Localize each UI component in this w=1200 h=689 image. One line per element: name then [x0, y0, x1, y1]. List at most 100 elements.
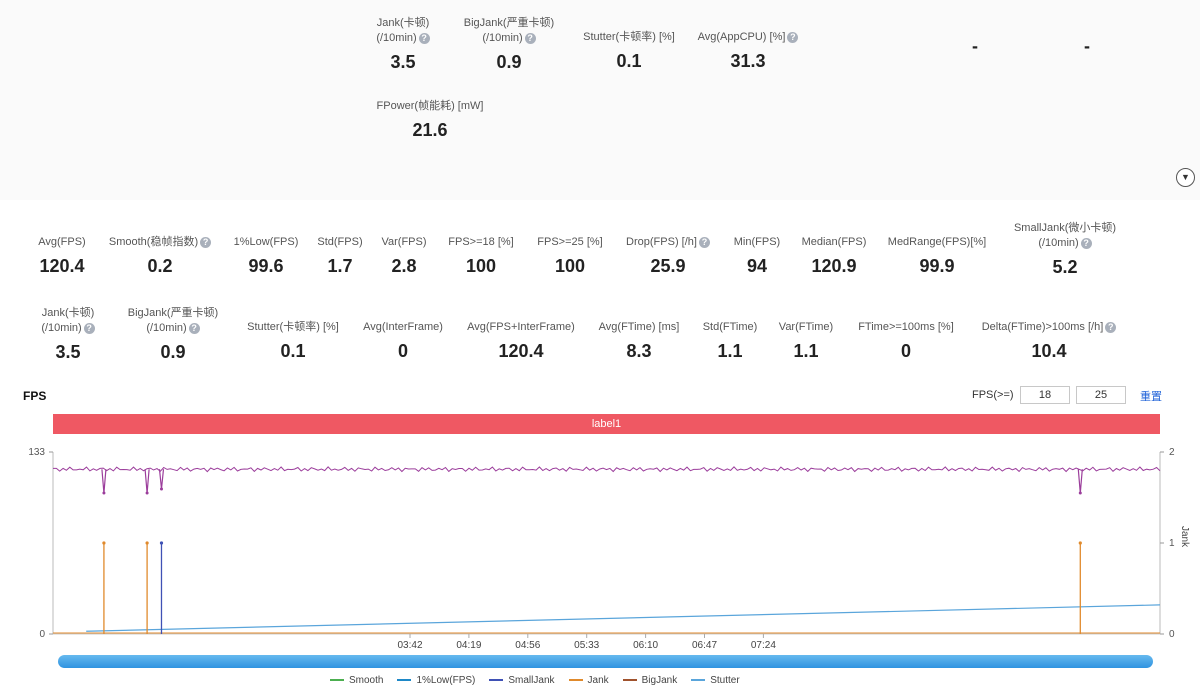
metric-row2_metrics-3: Avg(InterFrame) 0	[328, 320, 478, 362]
metric-row2_metrics-1: BigJank(严重卡顿) (/10min)? 0.9	[98, 306, 248, 363]
metric-value: 5.2	[1052, 257, 1078, 277]
metric-top_metrics-0: Jank(卡顿) (/10min)? 3.5	[328, 16, 478, 73]
metric-row1_metrics-7: Drop(FPS) [/h]? 25.9	[593, 235, 743, 277]
metric-label: SmallJank(微小卡顿)	[1013, 222, 1117, 234]
fps-dip	[101, 469, 107, 494]
help-icon[interactable]: ?	[1080, 237, 1092, 249]
fps-line	[53, 466, 1161, 473]
metric-label: BigJank(严重卡顿)	[127, 307, 219, 319]
help-icon[interactable]: ?	[1105, 321, 1117, 333]
legend-item[interactable]: Stutter	[691, 675, 740, 686]
metric-value: 120.4	[498, 341, 544, 361]
metric-label: Jank(卡顿)	[41, 307, 95, 319]
metric-value: 0.2	[147, 256, 173, 276]
y-left-tick-label: 133	[28, 447, 45, 458]
fps-dip-point	[145, 491, 149, 495]
help-icon[interactable]: ?	[698, 236, 710, 248]
help-icon[interactable]: ?	[787, 31, 799, 43]
reset-button[interactable]: 重置	[1140, 391, 1162, 403]
metric-row2_metrics-7: Var(FTime) 1.1	[731, 320, 881, 362]
legend-item[interactable]: Jank	[568, 675, 609, 686]
metric-value: 99.9	[919, 256, 955, 276]
legend-item[interactable]: Smooth	[330, 675, 383, 686]
metric-row1_metrics-4: Var(FPS) 2.8	[329, 235, 479, 277]
metric-label: Var(FPS)	[381, 236, 427, 248]
help-icon[interactable]: ?	[418, 32, 430, 44]
metric-label: Median(FPS)	[801, 236, 867, 248]
help-icon[interactable]: ?	[83, 322, 95, 334]
y-right-tick-label: 0	[1169, 629, 1175, 640]
legend-swatch	[691, 679, 706, 682]
metric-label: (/10min)?	[328, 31, 478, 46]
metric-value: 100	[554, 256, 586, 276]
x-tick-label: 04:19	[456, 640, 481, 651]
jank-point	[102, 541, 106, 545]
legend-item[interactable]: BigJank	[622, 675, 677, 686]
fps-threshold-input-2[interactable]	[1076, 386, 1126, 404]
metric-label: (/10min)?	[990, 236, 1140, 251]
smalljank-point	[159, 541, 164, 545]
metric-label: Avg(FTime) [ms]	[598, 321, 680, 333]
metric-row2_metrics-8: FTime>=100ms [%] 0	[831, 320, 981, 362]
x-tick-label: 04:56	[515, 640, 540, 651]
help-icon[interactable]: ?	[524, 32, 536, 44]
metric-label: MedRange(FPS)[%]	[887, 236, 987, 248]
metric-top_metrics-5: -	[1012, 30, 1162, 57]
fps-dip-point	[159, 487, 163, 491]
legend-swatch	[330, 679, 344, 682]
y-right-tick-label: 2	[1169, 447, 1175, 458]
fps-dip	[1077, 469, 1083, 494]
legend-swatch	[622, 679, 637, 682]
metric-value: 31.3	[730, 51, 766, 71]
metric-value: 0	[397, 341, 408, 361]
metric-value: 120.4	[39, 256, 85, 276]
metric-top_metrics-3: Avg(AppCPU) [%]? 31.3	[673, 30, 823, 72]
metric-label: Stutter(卡顿率) [%]	[583, 31, 675, 43]
metric-value: 1.1	[717, 341, 743, 361]
metric-label: Stutter(卡顿率) [%]	[247, 321, 339, 333]
metric-row1_metrics-9: Median(FPS) 120.9	[759, 235, 909, 277]
metric-value: 0	[900, 341, 911, 361]
metric-value: 1.1	[793, 341, 819, 361]
metric-value: -	[972, 36, 978, 56]
metric-label: Jank(卡顿)	[376, 17, 430, 29]
metric-label: FPS>=25 [%]	[537, 236, 603, 248]
x-tick-label: 06:47	[692, 640, 717, 651]
fps-dip-point	[1078, 491, 1082, 495]
metric-value: 0.1	[616, 51, 642, 71]
timeline-scrollbar[interactable]	[58, 655, 1153, 668]
metric-top_metrics-2: Stutter(卡顿率) [%] 0.1	[554, 30, 704, 72]
metric-row1_metrics-6: FPS>=25 [%] 100	[495, 235, 645, 277]
fps-threshold-input-1[interactable]	[1020, 386, 1070, 404]
metric-value: -	[1084, 36, 1090, 56]
metric-label: 1%Low(FPS)	[233, 236, 299, 248]
metric-value: 10.4	[1031, 341, 1067, 361]
legend-item[interactable]: SmallJank	[489, 675, 555, 686]
jank-point	[1078, 541, 1082, 545]
metric-value: 25.9	[650, 256, 686, 276]
label-bar[interactable]: label1	[53, 414, 1160, 434]
metric-value: 100	[465, 256, 497, 276]
jank-point	[145, 541, 149, 545]
chevron-down-icon[interactable]: ▼	[1176, 168, 1195, 187]
metric-value: 0.9	[496, 52, 522, 72]
metric-value: 0.1	[280, 341, 306, 361]
fps-dip	[158, 469, 165, 490]
metric-value: 120.9	[811, 256, 857, 276]
metric-label: (/10min)?	[98, 321, 248, 336]
metric-label: Drop(FPS) [/h]?	[593, 235, 743, 250]
metric-label: Std(FPS)	[317, 236, 363, 248]
x-tick-label: 06:10	[633, 640, 658, 651]
stutter-trend-line	[86, 604, 1161, 632]
fps-chart[interactable]: 133 0 2 1 0 Jank 03:42 04:19 04:56 05:33 06:10 06:4…	[0, 436, 1200, 654]
y-right-axis-label: Jank	[1179, 526, 1190, 548]
y-right-tick-label: 1	[1169, 538, 1175, 549]
metric-label: Avg(FPS+InterFrame)	[467, 321, 575, 333]
metric-value: 94	[746, 256, 768, 276]
help-icon[interactable]: ?	[188, 322, 200, 334]
legend-item[interactable]: 1%Low(FPS)	[397, 675, 475, 686]
metric-value: 3.5	[55, 342, 81, 362]
x-tick-label: 07:24	[751, 640, 776, 651]
help-icon[interactable]: ?	[200, 236, 212, 248]
metric-value: 2.8	[391, 256, 417, 276]
